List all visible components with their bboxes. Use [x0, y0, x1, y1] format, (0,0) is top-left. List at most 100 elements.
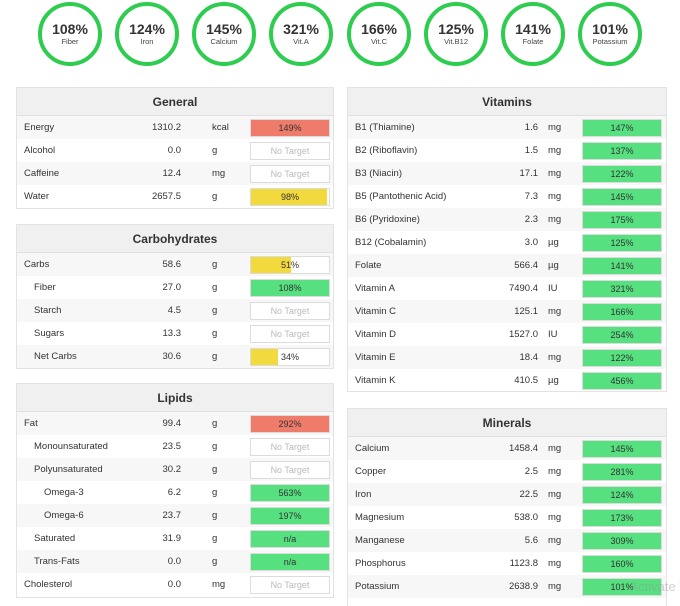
nutrient-unit: mg	[548, 581, 562, 592]
nutrient-row[interactable]: Carbs 58.6 g 51%	[17, 253, 333, 276]
nutrient-row[interactable]: Vitamin E 18.4 mg 122%	[348, 346, 666, 369]
target-progress-bar: 51%	[250, 256, 330, 274]
nutrient-name: Copper	[355, 466, 387, 477]
nutrient-row[interactable]: Vitamin C 125.1 mg 166%	[348, 300, 666, 323]
nutrient-amount: 2657.5	[151, 191, 181, 202]
nutrient-row[interactable]: Vitamin K 410.5 µg 456%	[348, 369, 666, 392]
progress-label: 254%	[610, 330, 634, 340]
nutrient-row[interactable]: Sugars 13.3 g No Target	[17, 322, 333, 345]
progress-label: 456%	[610, 376, 634, 386]
nutrient-row[interactable]: Folate 566.4 µg 141%	[348, 254, 666, 277]
nutrient-amount: 2.5	[524, 466, 538, 477]
nutrient-row[interactable]: B12 (Cobalamin) 3.0 µg 125%	[348, 231, 666, 254]
nutrient-unit: g	[212, 441, 218, 452]
nutrient-row[interactable]: Trans-Fats 0.0 g n/a	[17, 550, 333, 573]
progress-label: 98%	[280, 192, 299, 202]
nutrient-unit: mg	[548, 214, 562, 225]
nutrient-row[interactable]: B1 (Thiamine) 1.6 mg 147%	[348, 116, 666, 139]
nutrient-name: Saturated	[34, 533, 76, 544]
progress-fill	[251, 416, 329, 432]
nutrient-row[interactable]: Net Carbs 30.6 g 34%	[17, 345, 333, 368]
progress-fill	[583, 487, 661, 503]
nutrient-unit: mg	[548, 443, 562, 454]
progress-label: 137%	[610, 146, 634, 156]
progress-label: 124%	[610, 490, 634, 500]
nutrient-amount: 1123.8	[509, 558, 538, 569]
progress-label: 141%	[610, 261, 634, 271]
nutrient-name: Phosphorus	[355, 558, 406, 569]
nutrient-row[interactable]: B2 (Riboflavin) 1.5 mg 137%	[348, 139, 666, 162]
nutrient-name: Vitamin C	[355, 306, 397, 317]
nutrient-amount: 22.5	[519, 489, 539, 500]
nutrient-unit: g	[212, 533, 218, 544]
nutrient-rows: Calcium 1458.4 mg 145% Copper 2.5 mg 281% Iron 22…	[348, 437, 666, 598]
nutrient-row[interactable]: Copper 2.5 mg 281%	[348, 460, 666, 483]
nutrient-amount: 18.4	[519, 352, 539, 363]
nutrient-row[interactable]: Fat 99.4 g 292%	[17, 412, 333, 435]
nutrient-row[interactable]: Magnesium 538.0 mg 173%	[348, 506, 666, 529]
progress-label: 197%	[278, 511, 302, 521]
nutrient-name: Cholesterol	[24, 579, 73, 590]
nutrient-row[interactable]: Omega-3 6.2 g 563%	[17, 481, 333, 504]
nutrient-row[interactable]: Phosphorus 1123.8 mg 160%	[348, 552, 666, 575]
progress-fill	[251, 531, 329, 547]
activation-watermark: Activate V	[629, 579, 680, 594]
nutrient-row[interactable]: Omega-6 23.7 g 197%	[17, 504, 333, 527]
target-progress-bar: 456%	[582, 372, 662, 390]
progress-fill	[251, 257, 291, 273]
nutrient-amount: 30.2	[162, 464, 182, 475]
nutrient-unit: g	[212, 305, 218, 316]
nutrient-name: Omega-3	[44, 487, 84, 498]
nutrient-name: Vitamin E	[355, 352, 396, 363]
nutrient-row[interactable]: Water 2657.5 g 98%	[17, 185, 333, 208]
nutrient-amount: 0.0	[167, 145, 181, 156]
nutrient-unit: g	[212, 145, 218, 156]
nutrient-row[interactable]: Iron 22.5 mg 124%	[348, 483, 666, 506]
minerals-panel: Minerals Calcium 1458.4 mg 145% Copper 2.5 mg 2…	[347, 408, 667, 606]
progress-fill	[251, 554, 329, 570]
nutrient-row[interactable]: Potassium 2638.9 mg 101%	[348, 575, 666, 598]
nutrient-row[interactable]: Manganese 5.6 mg 309%	[348, 529, 666, 552]
nutrient-name: Iron	[355, 489, 372, 500]
progress-label: 34%	[280, 352, 299, 362]
nutrient-unit: mg	[212, 168, 226, 179]
nutrient-row[interactable]: Calcium 1458.4 mg 145%	[348, 437, 666, 460]
nutrient-amount: 23.7	[162, 510, 182, 521]
nutrient-row[interactable]: Monounsaturated 23.5 g No Target	[17, 435, 333, 458]
nutrient-row[interactable]: Energy 1310.2 kcal 149%	[17, 116, 333, 139]
target-progress-bar: No Target	[250, 438, 330, 456]
nutrient-name: Omega-6	[44, 510, 84, 521]
nutrient-amount: 125.1	[514, 306, 538, 317]
nutrient-row[interactable]: B6 (Pyridoxine) 2.3 mg 175%	[348, 208, 666, 231]
nutrient-amount: 30.6	[162, 351, 182, 362]
nutrient-unit: µg	[548, 375, 559, 386]
nutrient-row[interactable]: B5 (Pantothenic Acid) 7.3 mg 145%	[348, 185, 666, 208]
nutrient-row[interactable]: Caffeine 12.4 mg No Target	[17, 162, 333, 185]
nutrient-amount: 4.5	[167, 305, 181, 316]
nutrient-row[interactable]: Fiber 27.0 g 108%	[17, 276, 333, 299]
nutrient-row[interactable]: Vitamin A 7490.4 IU 321%	[348, 277, 666, 300]
nutrient-unit: mg	[548, 122, 562, 133]
nutrient-row[interactable]: Saturated 31.9 g n/a	[17, 527, 333, 550]
nutrient-row[interactable]: Starch 4.5 g No Target	[17, 299, 333, 322]
nutrient-name: Magnesium	[355, 512, 405, 523]
nutrient-row[interactable]: B3 (Niacin) 17.1 mg 122%	[348, 162, 666, 185]
nutrient-row[interactable]: Vitamin D 1527.0 IU 254%	[348, 323, 666, 346]
target-progress-bar: n/a	[250, 530, 330, 548]
nutrient-row[interactable]: Cholesterol 0.0 mg No Target	[17, 573, 333, 596]
target-progress-bar: 173%	[582, 509, 662, 527]
nutrient-row[interactable]: Polyunsaturated 30.2 g No Target	[17, 458, 333, 481]
progress-label: 122%	[610, 353, 634, 363]
nutrient-amount: 1310.2	[151, 122, 181, 133]
nutrient-amount: 1.6	[524, 122, 538, 133]
nutrient-unit: mg	[212, 579, 226, 590]
nutrient-amount: 31.9	[162, 533, 182, 544]
target-progress-bar: 563%	[250, 484, 330, 502]
target-progress-bar: 34%	[250, 348, 330, 366]
nutrient-row[interactable]: Alcohol 0.0 g No Target	[17, 139, 333, 162]
nutrient-unit: mg	[548, 489, 562, 500]
panel-title: Minerals	[348, 409, 666, 437]
target-progress-bar: 254%	[582, 326, 662, 344]
progress-fill	[251, 485, 329, 501]
progress-label: No Target	[270, 442, 310, 452]
